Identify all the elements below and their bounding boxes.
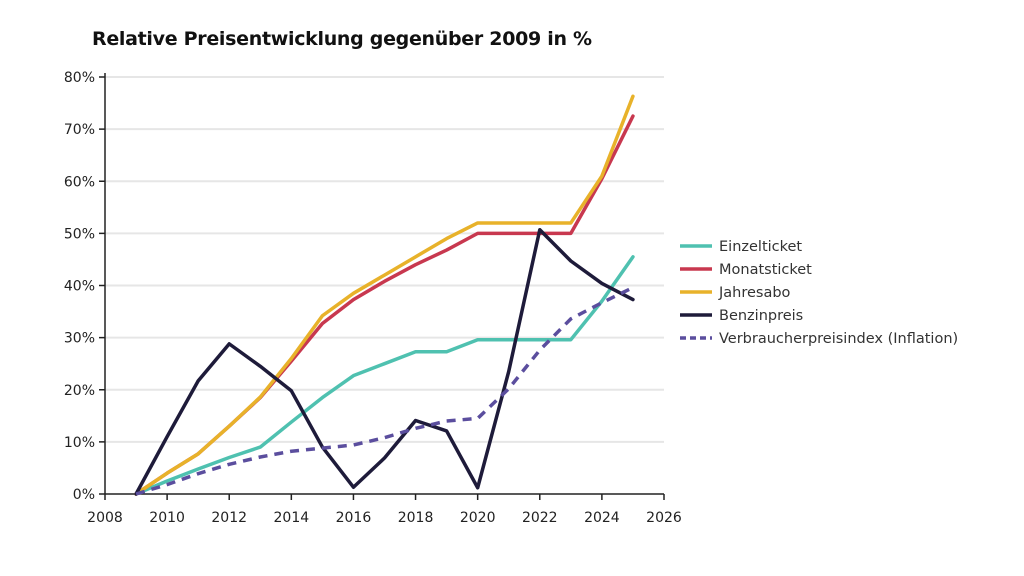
y-tick-label: 50%	[64, 226, 95, 242]
legend-label: Jahresabo	[718, 285, 791, 301]
y-tick-label: 20%	[64, 383, 95, 399]
legend-label: Einzelticket	[719, 239, 802, 255]
x-tick-label: 2018	[398, 510, 434, 526]
series-line-2	[134, 94, 635, 496]
series-line-3	[134, 227, 635, 496]
series-line-4	[135, 286, 634, 496]
series-line-0	[134, 255, 635, 496]
x-tick-label: 2016	[336, 510, 372, 526]
y-tick-label: 60%	[64, 174, 95, 190]
y-tick-label: 0%	[73, 487, 95, 503]
y-tick-label: 40%	[64, 279, 95, 295]
legend-label: Monatsticket	[719, 262, 812, 278]
x-tick-label: 2010	[149, 510, 185, 526]
y-tick-label: 10%	[64, 435, 95, 451]
x-tick-label: 2012	[211, 510, 247, 526]
chart-title: Relative Preisentwicklung gegenüber 2009…	[92, 28, 592, 50]
legend-label: Benzinpreis	[719, 308, 803, 324]
y-tick-label: 70%	[64, 122, 95, 138]
x-tick-label: 2014	[274, 510, 310, 526]
y-tick-label: 30%	[64, 331, 95, 347]
legend-label: Verbraucherpreisindex (Inflation)	[719, 331, 958, 347]
x-tick-label: 2022	[522, 510, 558, 526]
y-tick-label: 80%	[64, 70, 95, 86]
x-tick-label: 2024	[584, 510, 620, 526]
x-tick-label: 2008	[87, 510, 123, 526]
x-tick-label: 2020	[460, 510, 496, 526]
series-line-1	[134, 114, 635, 496]
x-tick-label: 2026	[646, 510, 682, 526]
